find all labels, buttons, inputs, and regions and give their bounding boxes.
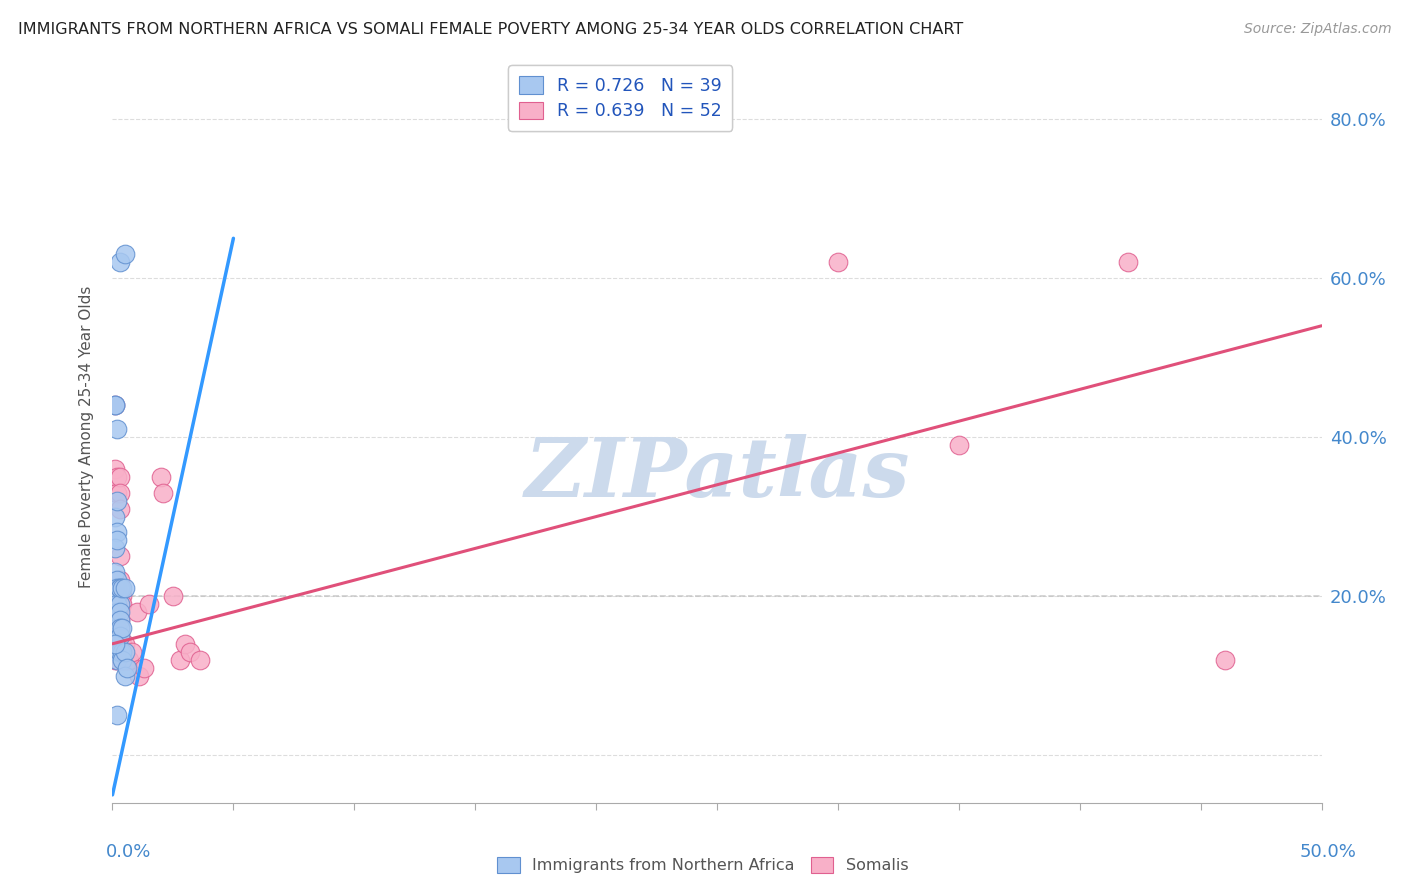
Point [121, 645, 143, 659]
Point [105, 533, 128, 548]
Point [108, 470, 131, 484]
Point [108, 605, 131, 619]
Point [104, 462, 127, 476]
Point [104, 398, 127, 412]
Point [105, 605, 128, 619]
Text: Source: ZipAtlas.com: Source: ZipAtlas.com [1244, 22, 1392, 37]
Point [111, 589, 134, 603]
Point [174, 637, 197, 651]
Point [114, 645, 136, 659]
Point [108, 573, 131, 587]
Point [108, 255, 131, 269]
Point [111, 581, 134, 595]
Point [105, 470, 128, 484]
Text: 50.0%: 50.0% [1301, 843, 1357, 861]
Point [132, 660, 155, 674]
Point [179, 645, 201, 659]
Point [104, 645, 127, 659]
Point [105, 581, 128, 595]
Text: 0.0%: 0.0% [105, 843, 150, 861]
Point [118, 653, 141, 667]
Point [105, 621, 128, 635]
Point [138, 597, 160, 611]
Point [105, 493, 128, 508]
Point [105, 597, 128, 611]
Point [108, 589, 131, 603]
Point [104, 541, 127, 556]
Point [111, 597, 134, 611]
Point [162, 589, 184, 603]
Point [152, 485, 174, 500]
Point [111, 621, 134, 635]
Point [105, 645, 128, 659]
Point [105, 422, 128, 436]
Point [105, 645, 128, 659]
Point [105, 653, 128, 667]
Point [108, 581, 131, 595]
Text: IMMIGRANTS FROM NORTHERN AFRICA VS SOMALI FEMALE POVERTY AMONG 25-34 YEAR OLDS C: IMMIGRANTS FROM NORTHERN AFRICA VS SOMAL… [18, 22, 963, 37]
Point [108, 597, 131, 611]
Point [108, 629, 131, 643]
Text: ZIPatlas: ZIPatlas [524, 434, 910, 514]
Point [114, 653, 136, 667]
Point [115, 660, 138, 674]
Y-axis label: Female Poverty Among 25-34 Year Olds: Female Poverty Among 25-34 Year Olds [79, 286, 94, 588]
Point [104, 509, 127, 524]
Point [105, 637, 128, 651]
Point [149, 470, 172, 484]
Point [104, 637, 127, 651]
Point [104, 621, 127, 635]
Point [108, 613, 131, 627]
Point [104, 637, 127, 651]
Point [114, 581, 136, 595]
Point [827, 255, 849, 269]
Point [108, 621, 131, 635]
Point [111, 653, 134, 667]
Point [105, 573, 128, 587]
Point [114, 637, 136, 651]
Point [105, 589, 128, 603]
Point [105, 629, 128, 643]
Point [105, 653, 128, 667]
Point [105, 485, 128, 500]
Point [108, 645, 131, 659]
Point [108, 581, 131, 595]
Point [104, 653, 127, 667]
Point [105, 597, 128, 611]
Point [105, 605, 128, 619]
Point [104, 398, 127, 412]
Point [111, 637, 134, 651]
Point [108, 549, 131, 564]
Point [111, 653, 134, 667]
Legend: R = 0.726   N = 39, R = 0.639   N = 52: R = 0.726 N = 39, R = 0.639 N = 52 [509, 65, 733, 131]
Point [108, 613, 131, 627]
Point [111, 645, 134, 659]
Point [111, 645, 134, 659]
Point [188, 653, 211, 667]
Point [114, 668, 136, 682]
Point [105, 629, 128, 643]
Legend: Immigrants from Northern Africa, Somalis: Immigrants from Northern Africa, Somalis [491, 850, 915, 880]
Point [105, 525, 128, 540]
Point [128, 668, 150, 682]
Point [108, 485, 131, 500]
Point [108, 501, 131, 516]
Point [108, 597, 131, 611]
Point [948, 438, 970, 452]
Point [108, 589, 131, 603]
Point [108, 621, 131, 635]
Point [104, 629, 127, 643]
Point [104, 581, 127, 595]
Point [114, 247, 136, 261]
Point [105, 621, 128, 635]
Point [125, 605, 148, 619]
Point [108, 629, 131, 643]
Point [105, 708, 128, 723]
Point [1116, 255, 1139, 269]
Point [104, 398, 127, 412]
Point [169, 653, 191, 667]
Point [1213, 653, 1236, 667]
Point [115, 653, 138, 667]
Point [104, 566, 127, 580]
